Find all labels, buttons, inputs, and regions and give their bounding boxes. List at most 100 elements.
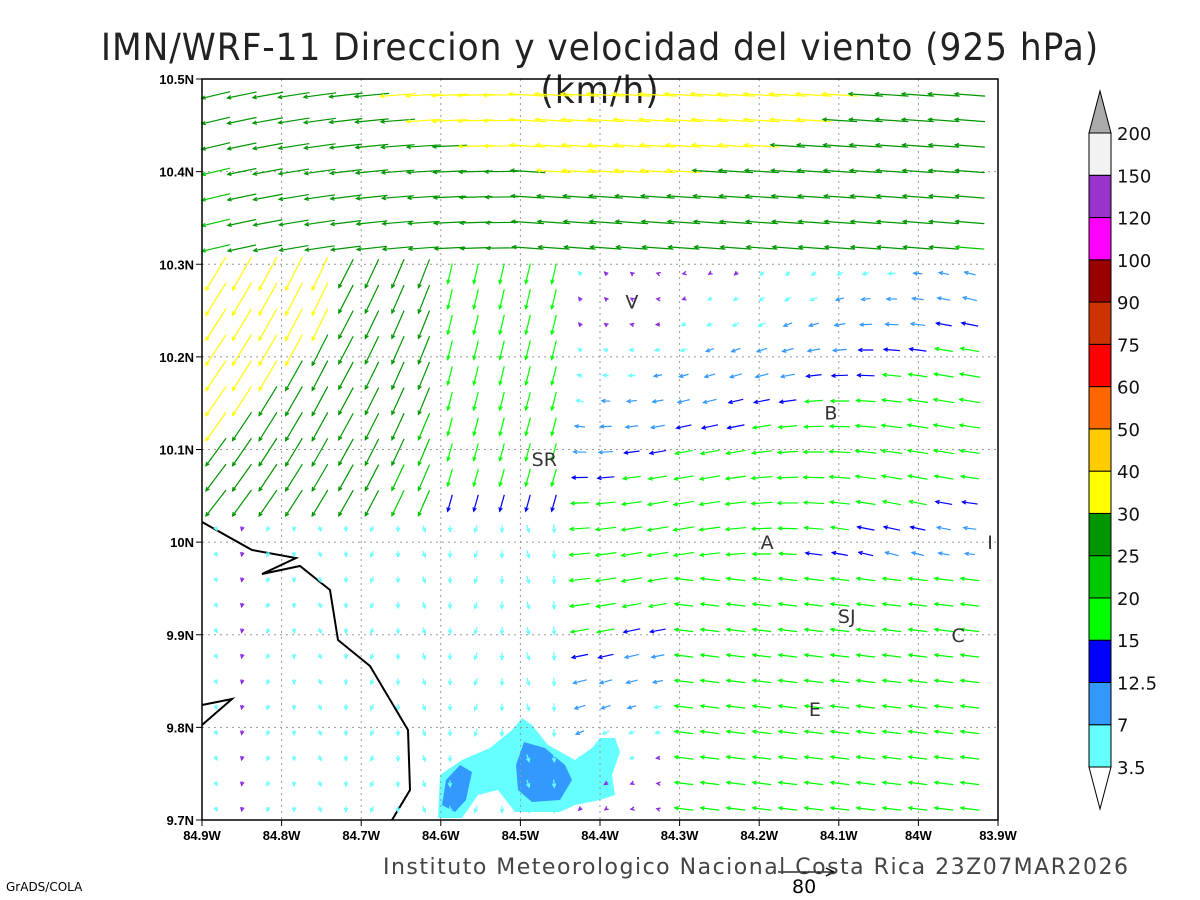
lat-tick-label: 10.3N <box>159 257 194 272</box>
wind-arrow <box>354 143 389 150</box>
wind-arrow <box>252 193 283 202</box>
wind-arrow <box>498 443 505 462</box>
wind-arrow <box>343 627 349 635</box>
wind-arrow <box>907 627 928 633</box>
wind-arrow <box>524 468 531 488</box>
wind-arrow <box>240 602 245 609</box>
wind-arrow <box>338 464 354 492</box>
wind-arrow <box>601 730 610 735</box>
wind-arrow <box>725 755 746 760</box>
wind-arrow <box>317 806 322 813</box>
station-label: I <box>987 532 993 554</box>
wind-arrow <box>472 443 479 462</box>
wind-arrow <box>499 703 505 712</box>
wind-arrow <box>611 91 652 97</box>
wind-arrow <box>328 169 362 176</box>
wind-arrow <box>391 489 405 518</box>
wind-arrow <box>829 806 850 811</box>
wind-arrow <box>958 448 980 455</box>
wind-arrow <box>251 142 283 151</box>
wind-arrow <box>681 296 687 301</box>
wind-arrow <box>849 193 882 199</box>
wind-arrow <box>213 628 218 634</box>
wind-arrow <box>754 373 769 379</box>
wind-arrow <box>673 704 694 709</box>
wind-arrow <box>615 244 648 250</box>
wind-arrow <box>881 499 902 506</box>
wind-arrow <box>725 602 746 607</box>
wind-arrow <box>551 677 557 687</box>
wind-arrow <box>622 628 641 634</box>
wind-arrow <box>561 193 597 199</box>
wind-arrow <box>328 143 363 150</box>
wind-arrow <box>907 806 928 811</box>
wind-arrow <box>277 91 310 100</box>
wind-arrow <box>855 576 876 582</box>
wind-arrow <box>959 602 980 607</box>
wind-arrow <box>699 780 720 786</box>
wind-arrow <box>847 91 884 97</box>
wind-arrow <box>291 730 297 737</box>
wind-arrow <box>395 729 401 737</box>
wind-arrow <box>588 219 623 225</box>
wind-arrow <box>481 92 521 98</box>
lon-tick-label: 84.2W <box>740 828 778 843</box>
wind-arrow <box>673 602 694 607</box>
wind-arrow <box>291 526 297 533</box>
wind-arrow <box>909 321 926 327</box>
wind-arrow <box>933 755 954 760</box>
wind-arrow <box>395 525 401 533</box>
wind-arrow <box>703 373 716 379</box>
wind-arrow <box>598 679 613 685</box>
wind-arrow <box>533 91 574 97</box>
axis-ticks: 84.9W 84.8W 84.7W 84.6W 84.5W 84.4W 84.3W 84.2W… <box>159 72 1017 843</box>
wind-arrow <box>446 263 453 285</box>
wind-arrow <box>569 500 589 506</box>
wind-arrow <box>417 489 431 518</box>
wind-arrow <box>447 754 453 763</box>
wind-arrow <box>473 524 479 534</box>
wind-arrow <box>725 806 746 811</box>
wind-arrow <box>834 297 845 302</box>
wind-arrow <box>803 576 824 582</box>
wind-arrow <box>629 806 635 811</box>
wind-arrow <box>329 245 361 252</box>
wind-arrow <box>639 193 675 199</box>
wind-arrow <box>663 91 704 97</box>
wind-arrow <box>472 289 479 311</box>
wind-arrow <box>934 321 952 327</box>
lat-tick-label: 10N <box>170 535 194 550</box>
wind-arrow <box>777 551 797 556</box>
wind-arrow <box>751 780 772 786</box>
wind-arrow <box>823 244 856 250</box>
wind-arrow <box>560 142 598 148</box>
wind-arrow <box>751 729 772 735</box>
wind-arrow <box>803 399 823 404</box>
wind-arrow <box>936 296 951 301</box>
wind-arrow <box>277 117 310 125</box>
wind-arrow <box>311 412 329 442</box>
wind-arrow <box>803 704 824 709</box>
wind-arrow <box>959 780 980 786</box>
wind-arrow <box>698 500 721 507</box>
wind-arrow <box>638 117 677 123</box>
wind-arrow <box>673 780 694 786</box>
wind-arrow <box>472 366 479 387</box>
wind-arrow <box>803 627 824 633</box>
wind-arrow <box>499 780 505 789</box>
wind-arrow <box>473 728 479 738</box>
wind-arrow <box>473 652 479 661</box>
wind-arrow <box>797 244 830 250</box>
wind-arrow <box>447 525 453 534</box>
wind-arrow <box>803 653 824 658</box>
wind-arrow <box>725 704 746 709</box>
wind-arrow <box>550 391 557 412</box>
wind-arrow <box>958 423 981 429</box>
wind-arrow <box>733 270 739 276</box>
wind-arrow <box>881 627 902 633</box>
wind-arrow <box>231 334 252 367</box>
wind-arrow <box>802 424 824 429</box>
wind-arrow <box>525 524 531 534</box>
colorbar-swatch <box>1088 301 1112 345</box>
wind-arrow <box>882 525 901 531</box>
